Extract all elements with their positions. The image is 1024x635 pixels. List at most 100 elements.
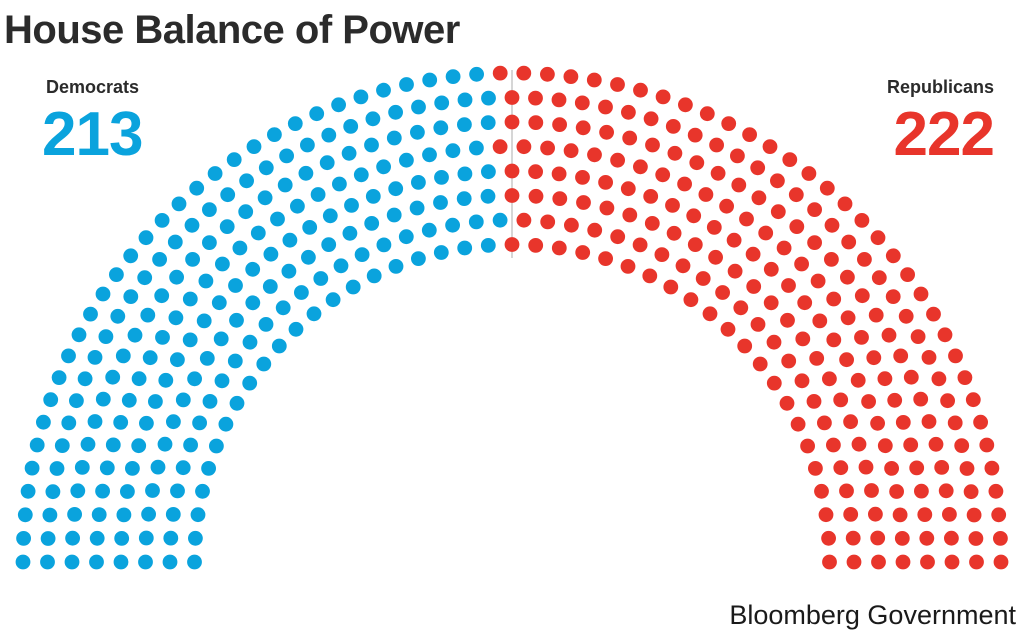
seat-republican — [858, 459, 874, 475]
seat-republican — [894, 531, 910, 546]
seat-republican — [914, 483, 929, 499]
seat-democrat — [163, 530, 179, 546]
seat-democrat — [168, 310, 184, 326]
seat-democrat — [167, 234, 183, 250]
seat-republican — [850, 372, 866, 388]
seat-republican — [928, 436, 944, 452]
seat-republican — [663, 279, 679, 295]
seat-republican — [854, 288, 870, 304]
chart-title: House Balance of Power — [4, 8, 460, 52]
seat-democrat — [71, 327, 87, 343]
seat-democrat — [275, 300, 291, 316]
seat-republican — [963, 484, 979, 500]
seat-democrat — [281, 263, 297, 279]
seat-democrat — [154, 213, 170, 228]
seat-republican — [824, 217, 840, 233]
seat-republican — [900, 267, 915, 282]
seat-republican — [699, 106, 715, 122]
seat-democrat — [227, 353, 243, 369]
seat-republican — [633, 82, 648, 98]
seat-republican — [678, 97, 693, 113]
seat-democrat — [183, 437, 199, 453]
seat-republican — [737, 338, 753, 354]
seat-democrat — [302, 220, 318, 235]
seat-republican — [587, 222, 603, 238]
seat-republican — [739, 211, 754, 227]
seat-democrat — [386, 207, 402, 223]
seat-republican — [706, 220, 722, 235]
seat-democrat — [376, 82, 391, 98]
seat-democrat — [229, 395, 245, 411]
seat-republican — [763, 261, 779, 277]
seat-republican — [575, 170, 590, 185]
seat-democrat — [214, 373, 230, 389]
seat-democrat — [138, 554, 153, 570]
seat-republican — [563, 69, 579, 84]
seat-democrat — [139, 415, 154, 431]
seat-republican — [871, 554, 886, 570]
seat-republican — [599, 200, 615, 216]
seat-democrat — [182, 291, 198, 307]
seat-republican — [885, 248, 901, 264]
seat-republican — [889, 484, 904, 499]
seat-republican — [504, 90, 520, 105]
seat-democrat — [445, 143, 461, 159]
seat-democrat — [145, 483, 160, 498]
seat-republican — [504, 114, 520, 130]
seat-democrat — [169, 269, 185, 285]
seat-republican — [854, 213, 870, 228]
seat-republican — [654, 247, 670, 262]
seat-democrat — [267, 127, 282, 142]
seat-democrat — [354, 247, 370, 262]
seat-republican — [944, 530, 959, 546]
seat-republican — [779, 395, 795, 411]
seat-democrat — [218, 416, 234, 432]
seat-republican — [666, 225, 682, 241]
seat-republican — [766, 375, 782, 391]
seat-democrat — [239, 173, 255, 189]
seat-republican — [504, 237, 520, 252]
seat-republican — [643, 111, 659, 127]
seat-republican — [965, 392, 981, 408]
seat-republican — [586, 72, 602, 88]
seat-democrat — [20, 483, 36, 499]
seat-democrat — [319, 155, 335, 171]
seat-democrat — [89, 554, 104, 570]
seat-democrat — [410, 124, 425, 140]
seat-republican — [781, 353, 797, 369]
seat-democrat — [131, 438, 147, 454]
seat-democrat — [288, 321, 304, 337]
seat-republican — [563, 143, 579, 159]
seat-republican — [870, 530, 886, 546]
seat-republican — [937, 327, 953, 343]
seat-democrat — [24, 460, 40, 476]
seat-republican — [610, 77, 625, 92]
seat-democrat — [468, 214, 484, 230]
seat-republican — [921, 414, 937, 429]
seat-republican — [599, 124, 614, 140]
seat-republican — [833, 392, 849, 408]
seat-democrat — [411, 99, 426, 115]
seat-democrat — [98, 329, 114, 344]
seat-republican — [919, 530, 935, 546]
seat-republican — [913, 286, 929, 302]
seat-democrat — [196, 313, 212, 329]
seat-republican — [721, 116, 737, 131]
seat-democrat — [80, 436, 96, 452]
seat-republican — [806, 394, 822, 409]
seat-republican — [920, 554, 935, 570]
seat-republican — [868, 307, 884, 323]
seat-democrat — [202, 202, 217, 218]
republicans-label: Republicans — [886, 77, 994, 97]
seat-republican — [683, 292, 699, 308]
seat-republican — [598, 251, 613, 266]
seat-republican — [969, 554, 984, 570]
seat-republican — [782, 152, 798, 168]
seat-republican — [745, 246, 761, 262]
seat-democrat — [190, 507, 206, 523]
seat-republican — [822, 554, 837, 570]
seat-republican — [528, 188, 544, 204]
seat-republican — [846, 554, 862, 570]
seat-republican — [780, 312, 795, 328]
seat-democrat — [238, 204, 254, 220]
